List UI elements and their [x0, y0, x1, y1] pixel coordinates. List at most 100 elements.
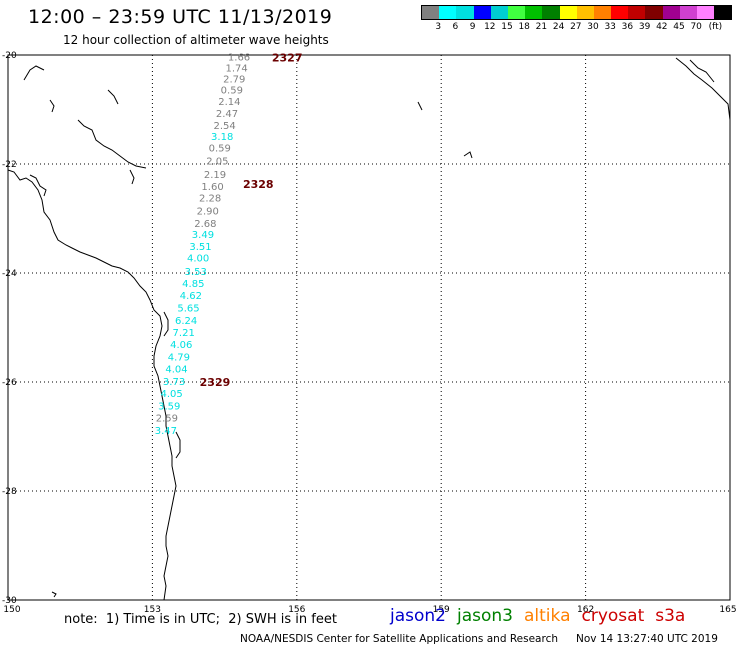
- coast-north-2: [77, 119, 147, 169]
- coast-north-1: [29, 174, 47, 197]
- scale-swatch: [559, 6, 577, 19]
- coast-north-4: [49, 99, 55, 113]
- map-title: 12:00 – 23:59 UTC 11/13/2019: [28, 6, 333, 28]
- axis-labels: 150 153 156 159 162 165 -20 -22 -24 -26 -28 -30: [2, 51, 737, 615]
- lon-label: 159: [433, 605, 450, 615]
- wave-height-value: 3.51: [189, 242, 211, 253]
- wave-height-value: 1.66: [228, 53, 250, 64]
- scale-swatch: [507, 6, 526, 19]
- scale-swatch: [593, 6, 612, 19]
- mission-s3a: s3a: [655, 606, 686, 626]
- scale-swatch: [628, 6, 646, 19]
- wave-height-value: 0.59: [221, 85, 243, 96]
- lat-lon-grid: [8, 55, 730, 600]
- wave-height-value: 3.59: [158, 402, 180, 413]
- lon-label: 153: [144, 605, 161, 615]
- lat-label: -22: [2, 160, 17, 170]
- wave-height-value: 2.19: [204, 170, 226, 181]
- footer-credit: NOAA/NESDIS Center for Satellite Applica…: [240, 633, 718, 645]
- scale-label: 18: [518, 22, 530, 32]
- stradbroke-island: [175, 431, 181, 459]
- scale-label: 36: [621, 22, 634, 32]
- lon-label: 156: [288, 605, 305, 615]
- wave-height-value: 3.18: [211, 132, 233, 143]
- scale-label: 21: [535, 22, 548, 32]
- scale-swatch: [662, 6, 680, 19]
- scale-labels: 3 6 9 12 15 18 21 24 27 30 33 36 39 42 45 70 (ft): [421, 20, 731, 34]
- island-2: [463, 151, 473, 159]
- mission-legend: jason2 jason3 altika cryosat s3a: [390, 606, 696, 626]
- scale-swatch: [714, 6, 732, 19]
- scale-label: 6: [452, 22, 459, 32]
- pass-number: 2328: [243, 178, 274, 191]
- wave-height-value: 2.28: [199, 193, 221, 204]
- scale-swatch: [542, 6, 560, 19]
- scale-label: 30: [587, 22, 599, 32]
- wave-height-value: 3.53: [185, 267, 207, 278]
- scale-label: 39: [638, 22, 651, 32]
- scale-swatch: [679, 6, 697, 19]
- wave-height-value: 5.65: [177, 303, 199, 314]
- scale-swatch: [456, 6, 474, 19]
- wave-height-value: 4.62: [180, 291, 202, 302]
- scale-label: 9: [469, 22, 476, 32]
- island-1: [417, 101, 423, 111]
- mission-jason3: jason3: [457, 606, 513, 626]
- coast-north-5: [107, 89, 119, 105]
- scale-swatch: [611, 6, 629, 19]
- small-island-sw: [51, 591, 57, 598]
- wave-height-value: 3.73: [163, 377, 185, 388]
- wave-height-value: 1.60: [201, 182, 223, 193]
- timestamp: Nov 14 13:27:40 UTC 2019: [576, 633, 718, 645]
- wave-height-value: 0.59: [209, 144, 231, 155]
- scale-label: (ft): [708, 22, 723, 32]
- scale-swatch: [697, 6, 715, 19]
- coast-mainland: [7, 169, 177, 601]
- footer-note: note: 1) Time is in UTC; 2) SWH is in fe…: [64, 612, 337, 627]
- scale-swatch: [473, 6, 491, 19]
- lat-label: -24: [2, 269, 17, 279]
- scale-label: 33: [604, 22, 616, 32]
- mission-jason2: jason2: [390, 606, 446, 626]
- lon-label: 165: [719, 605, 736, 615]
- wave-height-value: 2.79: [223, 75, 245, 86]
- wave-height-value: 2.68: [194, 219, 216, 230]
- wave-height-value: 4.85: [182, 279, 204, 290]
- scale-label: 15: [501, 22, 513, 32]
- wave-height-readings: 1.661.742.790.592.142.472.543.180.592.05…: [155, 53, 250, 437]
- scale-swatch: [645, 6, 663, 19]
- lon-label: 162: [577, 605, 594, 615]
- scale-label: 42: [656, 22, 668, 32]
- map-frame: [7, 54, 731, 601]
- wave-height-value: 3.47: [155, 426, 177, 437]
- lat-label: -20: [2, 51, 17, 61]
- wave-height-value: 2.59: [156, 414, 178, 425]
- coast-northeast-2: [689, 59, 715, 83]
- mission-cryosat: cryosat: [581, 606, 645, 626]
- wave-height-color-scale: 3 6 9 12 15 18 21 24 27 30 33 36 39 42 45 70 (ft): [421, 5, 733, 34]
- wave-height-value: 4.79: [168, 352, 190, 363]
- scale-label: 70: [690, 22, 702, 32]
- scale-swatch: [525, 6, 543, 19]
- wave-height-value: 4.06: [170, 340, 192, 351]
- wave-height-value: 2.54: [213, 121, 235, 132]
- wave-height-value: 7.21: [173, 328, 195, 339]
- wave-height-value: 3.49: [192, 230, 214, 241]
- coast-north-6: [129, 169, 135, 185]
- fraser-island: [163, 311, 169, 337]
- wave-height-value: 6.24: [175, 316, 197, 327]
- wave-height-value: 2.05: [206, 156, 228, 167]
- satellite-pass-labels: 2327 2328 2329: [200, 52, 303, 389]
- scale-swatch: [576, 6, 594, 19]
- wave-height-value: 4.04: [165, 364, 187, 375]
- scale-label: 3: [435, 22, 442, 32]
- scale-label: 12: [484, 22, 496, 32]
- map-subtitle: 12 hour collection of altimeter wave hei…: [63, 33, 329, 47]
- pass-number: 2327: [272, 52, 303, 65]
- scale-swatch: [422, 6, 440, 19]
- coastline: [7, 57, 731, 601]
- scale-swatch: [490, 6, 508, 19]
- lat-label: -26: [2, 378, 17, 388]
- wave-height-value: 4.05: [161, 389, 183, 400]
- coast-north-3: [23, 65, 45, 81]
